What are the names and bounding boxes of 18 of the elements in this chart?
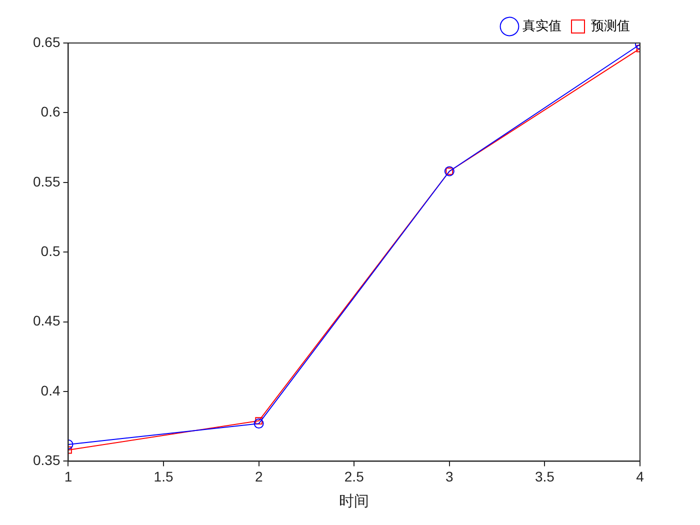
y-tick-label: 0.65: [33, 34, 60, 50]
y-tick-label: 0.45: [33, 312, 60, 329]
y-tick-label: 0.4: [40, 382, 60, 398]
x-tick-label: 2: [254, 468, 263, 484]
x-tick-label: 1: [64, 468, 72, 484]
x-tick-label: 4: [636, 468, 644, 484]
y-tick-label: 0.6: [40, 104, 60, 120]
y-tick-label: 0.35: [33, 452, 60, 468]
x-tick-label: 1.5: [154, 468, 174, 484]
legend-label: 真实值: [522, 18, 562, 34]
x-tick-label: 2.5: [344, 468, 364, 484]
legend-label: 预测值: [591, 18, 630, 34]
y-tick-label: 0.55: [33, 173, 60, 190]
y-tick-label: 0.5: [40, 242, 60, 259]
x-axis-title: 时间: [339, 493, 370, 510]
x-tick-label: 3.5: [534, 468, 555, 484]
x-tick-label: 3: [446, 468, 454, 484]
point: [254, 418, 264, 429]
